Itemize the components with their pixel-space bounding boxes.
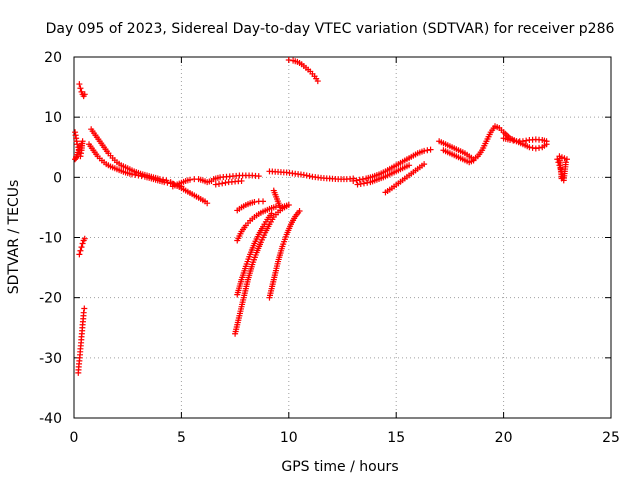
data-point: [251, 199, 258, 206]
data-point: [285, 202, 292, 209]
data-point: [77, 85, 84, 92]
y-tick-label: -10: [39, 231, 62, 247]
data-point: [268, 210, 275, 217]
data-point: [138, 173, 145, 180]
data-point: [306, 173, 313, 180]
data-point: [296, 208, 303, 215]
data-point: [470, 157, 477, 164]
data-point: [562, 159, 569, 166]
data-point: [76, 251, 83, 258]
data-point: [354, 181, 361, 188]
data-point: [406, 162, 413, 169]
y-tick-label: -20: [39, 291, 62, 307]
data-point: [427, 146, 434, 153]
y-tick-label: 20: [44, 50, 62, 66]
data-point: [285, 57, 292, 64]
data-point: [357, 180, 364, 187]
data-point: [421, 161, 428, 168]
data-point: [238, 177, 245, 184]
data-point: [212, 181, 219, 188]
y-axis-label: SDTVAR / TECUs: [6, 180, 22, 295]
data-point: [526, 144, 533, 151]
x-tick-label: 10: [280, 430, 298, 446]
data-point: [350, 177, 357, 184]
data-point: [204, 200, 211, 207]
data-point: [536, 144, 543, 151]
x-tick-label: 25: [602, 430, 620, 446]
data-point: [186, 176, 193, 183]
data-point: [161, 179, 168, 186]
x-tick-label: 20: [495, 430, 513, 446]
data-point: [300, 171, 307, 178]
y-tick-label: 10: [44, 110, 62, 126]
data-point: [260, 198, 267, 205]
data-point: [519, 138, 526, 145]
data-point: [364, 179, 371, 186]
data-points: [72, 57, 570, 376]
y-tick-label: 0: [53, 170, 62, 186]
data-point: [74, 141, 81, 148]
data-point: [510, 137, 517, 144]
data-point: [78, 244, 85, 251]
grid: [74, 57, 611, 418]
data-point: [128, 171, 135, 178]
axis-ticks: 0 5 10 15 20 25 -40 -30 -20 -10 0 10 20: [39, 50, 620, 446]
x-tick-label: 15: [387, 430, 405, 446]
data-point: [272, 203, 279, 210]
data-point: [421, 147, 428, 154]
data-point: [81, 235, 88, 242]
data-point: [356, 176, 363, 183]
y-tick-label: -40: [39, 411, 62, 427]
data-point: [353, 177, 360, 184]
data-point: [543, 138, 550, 145]
data-point: [359, 176, 366, 183]
data-point: [532, 145, 539, 152]
data-point: [80, 309, 87, 316]
data-point: [222, 179, 229, 186]
chart-title: Day 095 of 2023, Sidereal Day-to-day VTE…: [46, 21, 615, 37]
data-point: [135, 172, 142, 179]
data-point: [558, 175, 565, 182]
data-point: [360, 180, 367, 187]
data-point: [72, 156, 79, 163]
data-point: [303, 172, 310, 179]
data-point: [73, 155, 80, 162]
data-point: [529, 144, 536, 151]
data-point: [79, 240, 86, 247]
data-point: [219, 180, 226, 187]
x-tick-label: 0: [70, 430, 79, 446]
data-point: [76, 81, 83, 88]
data-point: [215, 180, 222, 187]
x-axis-label: GPS time / hours: [281, 459, 398, 475]
data-point: [77, 247, 84, 254]
x-tick-label: 5: [177, 430, 186, 446]
data-point: [314, 78, 321, 85]
data-point: [132, 171, 139, 178]
data-point: [81, 91, 88, 98]
data-point: [507, 137, 514, 144]
data-point: [164, 179, 171, 186]
data-point: [81, 305, 88, 312]
data-point: [424, 147, 431, 154]
data-point: [523, 137, 530, 144]
y-tick-label: -30: [39, 351, 62, 367]
data-point: [255, 173, 262, 180]
